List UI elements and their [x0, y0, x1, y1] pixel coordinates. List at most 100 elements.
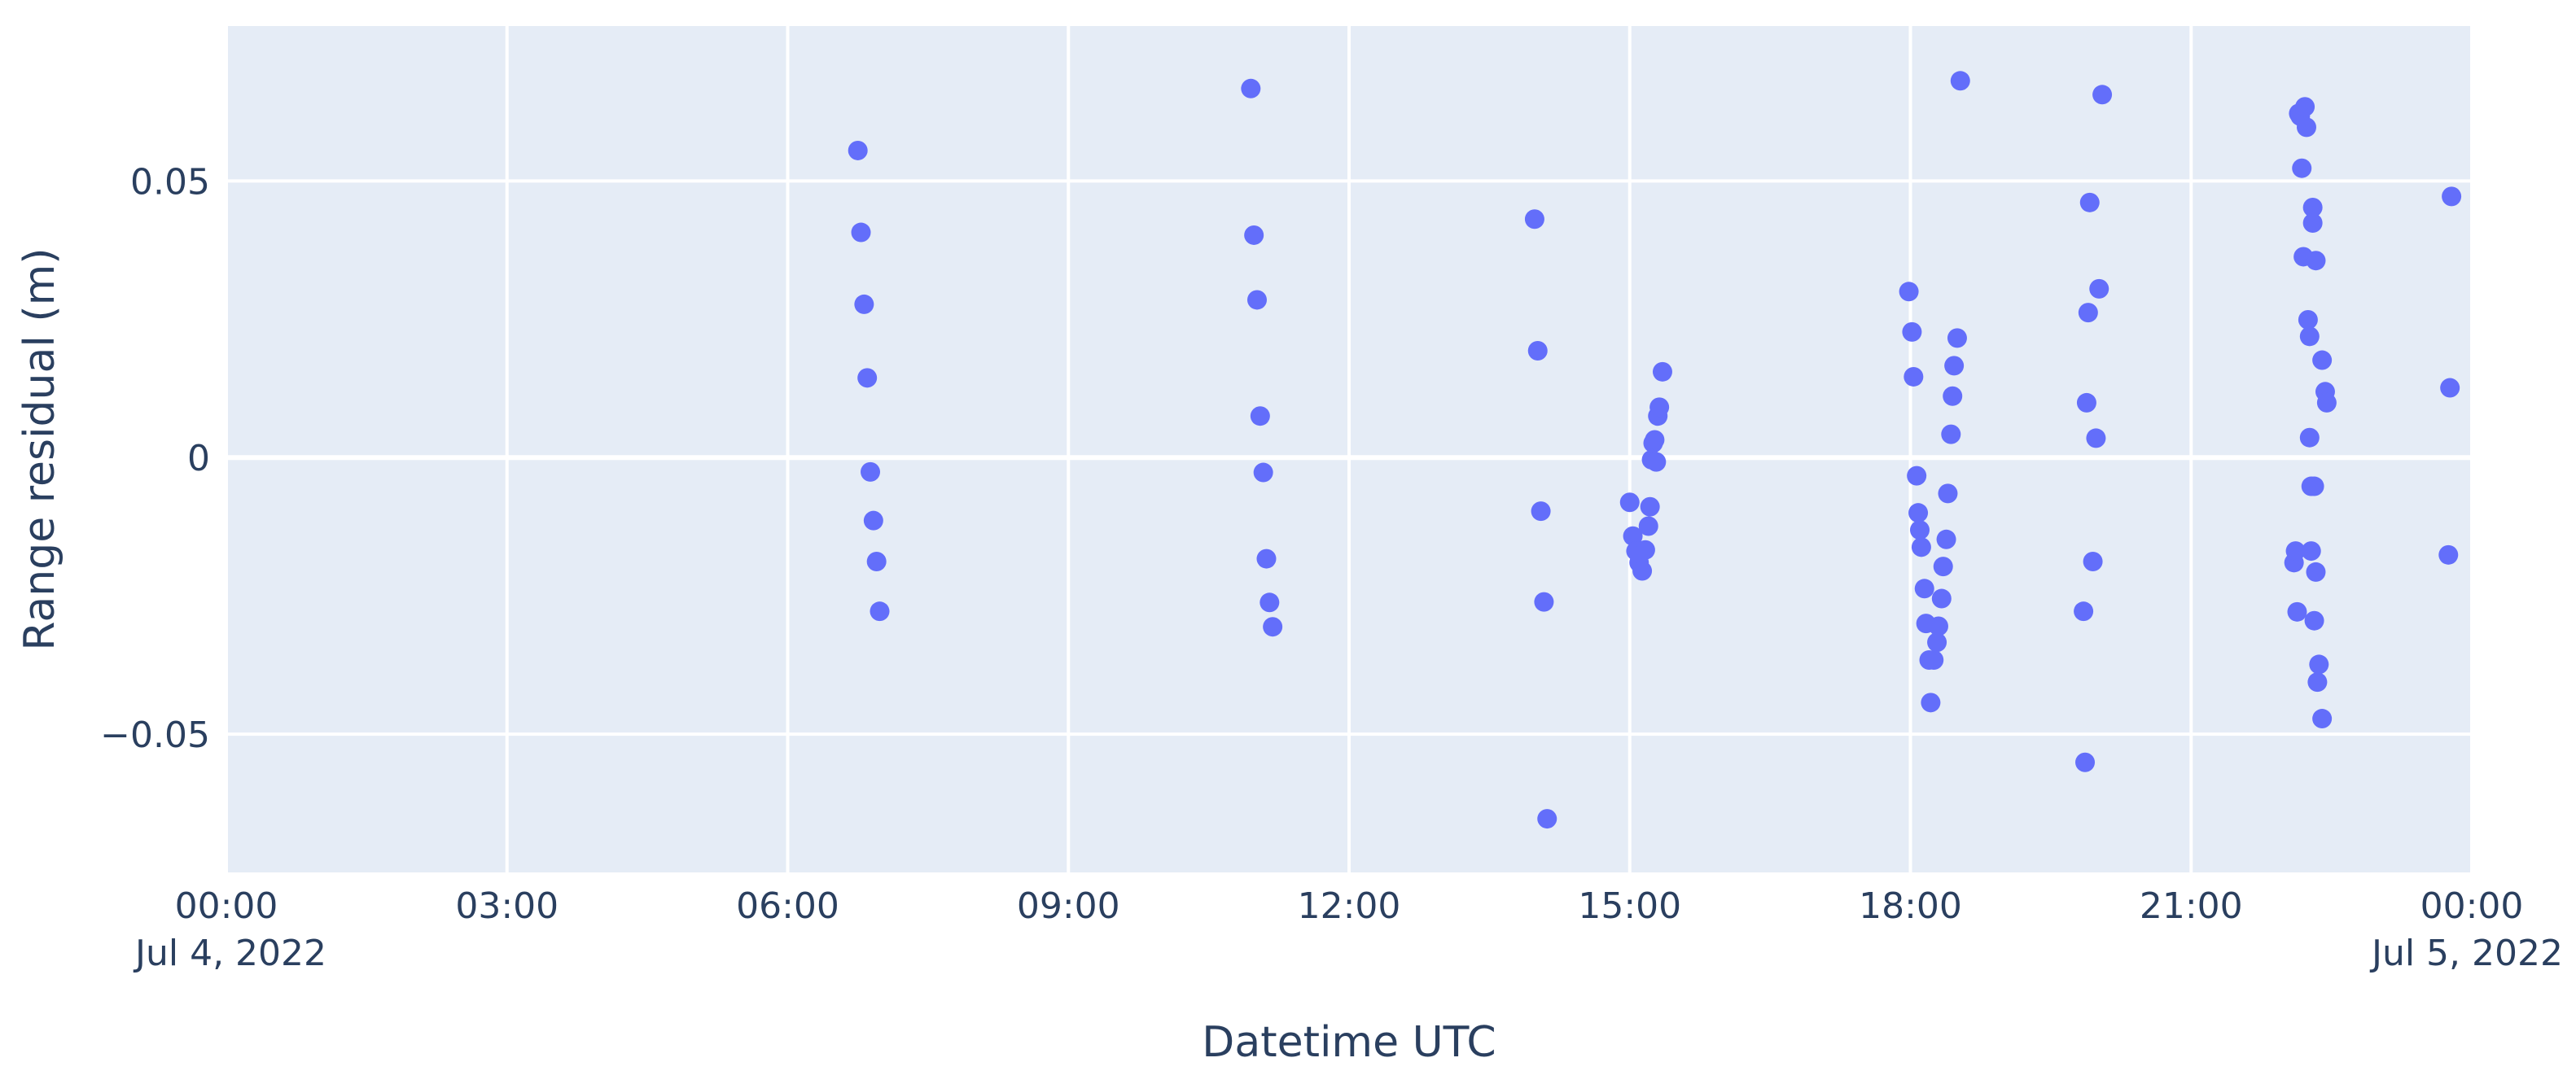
data-point	[2304, 610, 2324, 631]
y-tick-label: 0.05	[130, 161, 210, 203]
data-point	[2306, 562, 2326, 582]
data-point	[2312, 709, 2333, 729]
data-point	[1253, 462, 1273, 483]
data-point	[2295, 97, 2315, 117]
data-point	[2299, 326, 2320, 347]
data-point	[2304, 476, 2324, 496]
data-point	[1928, 616, 1948, 636]
data-point	[2089, 278, 2109, 299]
y-tick-labels: 0.05 0 −0.05	[100, 161, 210, 756]
data-point	[2083, 551, 2103, 571]
data-point	[1260, 592, 1280, 613]
y-axis-title: Range residual (m)	[15, 247, 64, 650]
data-point	[866, 551, 887, 571]
x-tick-label: 18:00	[1859, 885, 1962, 927]
x-tick-label: 21:00	[2140, 885, 2243, 927]
data-point	[870, 601, 890, 622]
data-point	[2301, 541, 2321, 562]
data-point	[1246, 290, 1267, 310]
data-point	[1907, 466, 1927, 486]
data-point	[2438, 544, 2459, 565]
data-point	[1632, 561, 1653, 581]
data-point	[1244, 225, 1264, 245]
y-tick-label: −0.05	[100, 715, 210, 756]
data-point	[1638, 516, 1658, 536]
data-point	[1899, 282, 1919, 302]
x-tick-label: 15:00	[1578, 885, 1681, 927]
data-point	[1931, 588, 1952, 609]
data-point	[2298, 309, 2318, 330]
data-point	[1531, 501, 1551, 522]
data-point	[854, 294, 874, 314]
data-point	[1908, 503, 1929, 523]
data-point	[1911, 537, 1931, 557]
data-points	[848, 71, 2462, 829]
x-tick-label: 00:00	[175, 885, 278, 927]
data-point	[851, 222, 871, 243]
data-point	[1927, 632, 1947, 653]
data-point	[1646, 452, 1667, 472]
data-point	[861, 461, 881, 482]
data-point	[1924, 649, 1944, 670]
data-point	[1938, 483, 1958, 504]
data-point	[1941, 424, 1961, 444]
data-point	[2442, 186, 2462, 207]
data-point	[1921, 693, 1941, 713]
data-point	[2285, 541, 2306, 562]
data-point	[2302, 212, 2323, 233]
x-tick-date-label: Jul 4, 2022	[133, 933, 326, 974]
data-point	[1649, 397, 1670, 417]
data-point	[2092, 85, 2113, 105]
x-tick-label: 03:00	[455, 885, 559, 927]
x-tick-label: 09:00	[1017, 885, 1120, 927]
data-point	[1623, 526, 1643, 546]
data-point	[1943, 386, 1963, 406]
x-tick-label: 06:00	[736, 885, 839, 927]
data-point	[1527, 341, 1548, 361]
data-point	[863, 510, 883, 531]
x-tick-labels: 00:00 Jul 4, 2022 03:00 06:00 09:00 12:00 15:0…	[133, 885, 2563, 974]
data-point	[2309, 654, 2329, 675]
data-point	[2302, 197, 2323, 217]
data-point	[1534, 592, 1554, 612]
data-point	[1652, 361, 1672, 382]
data-point	[1640, 496, 1660, 517]
data-point	[1256, 549, 1277, 569]
x-axis-title: Datetime UTC	[1202, 1018, 1496, 1067]
data-point	[2440, 378, 2460, 398]
data-point	[2316, 392, 2337, 413]
data-point	[1250, 406, 1270, 426]
data-point	[1933, 557, 1953, 577]
data-point	[1947, 328, 1967, 348]
data-point	[1537, 809, 1557, 829]
data-point	[2299, 427, 2320, 448]
data-point	[1944, 356, 1965, 376]
data-point	[1645, 430, 1665, 450]
data-point	[1263, 617, 1283, 637]
data-point	[2074, 601, 2094, 622]
data-point	[2306, 251, 2326, 271]
data-point	[1524, 209, 1544, 229]
data-point	[1902, 321, 1922, 342]
data-point	[848, 140, 868, 160]
x-tick-date-label: Jul 5, 2022	[2369, 933, 2563, 974]
x-tick-label: 12:00	[1298, 885, 1401, 927]
data-point	[2086, 428, 2106, 448]
data-point	[2075, 752, 2096, 772]
data-point	[2287, 601, 2307, 622]
data-point	[2296, 117, 2316, 138]
data-point	[1904, 366, 1924, 387]
data-point	[2312, 350, 2333, 370]
data-point	[1241, 78, 1261, 98]
data-point	[1635, 540, 1655, 560]
data-point	[2078, 303, 2098, 323]
data-point	[2307, 672, 2328, 693]
data-point	[1936, 529, 1956, 549]
data-point	[1950, 71, 1970, 91]
data-point	[2076, 392, 2096, 413]
data-point	[1914, 579, 1934, 599]
data-point	[2079, 192, 2100, 212]
data-point	[1909, 520, 1930, 540]
